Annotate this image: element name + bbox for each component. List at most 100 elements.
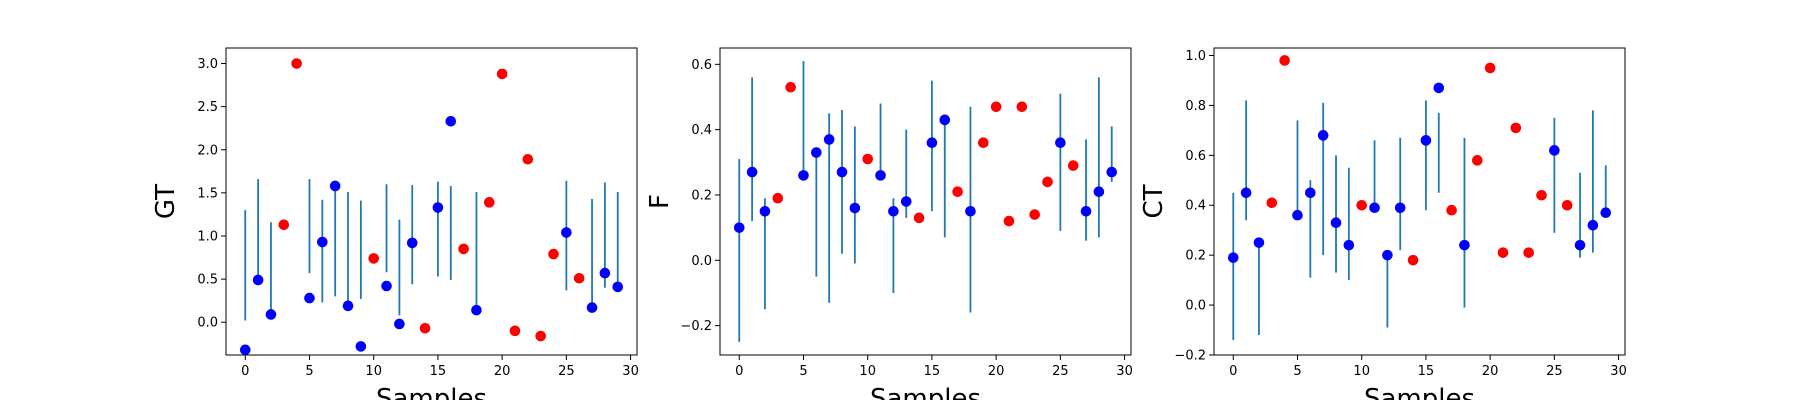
data-point-15	[1420, 135, 1432, 146]
data-point-28	[1093, 186, 1105, 198]
axes-frame	[1213, 47, 1626, 356]
data-point-5	[304, 292, 315, 304]
x-axis-label: Samples	[870, 384, 981, 400]
data-point-27	[586, 302, 598, 313]
data-point-23	[1523, 247, 1534, 258]
data-point-12	[394, 318, 405, 330]
data-point-6	[1305, 187, 1316, 199]
data-point-8	[342, 300, 354, 312]
data-point-15	[926, 137, 938, 149]
x-tick-label: 25	[558, 364, 575, 379]
y-tick-label: 1.0	[1185, 49, 1206, 64]
data-point-14	[419, 322, 431, 334]
data-point-23	[535, 330, 546, 342]
x-tick-label: 0	[735, 364, 743, 379]
data-point-27	[1574, 239, 1586, 251]
data-point-2	[265, 309, 277, 320]
data-point-19	[483, 197, 495, 208]
y-tick-label: −0.2	[680, 319, 712, 334]
y-tick-label: 0.2	[1185, 249, 1206, 264]
data-point-4	[1279, 55, 1290, 66]
x-tick-label: 10	[365, 364, 382, 379]
data-point-7	[1317, 130, 1329, 141]
data-point-24	[1536, 189, 1547, 201]
data-point-6	[811, 147, 822, 158]
x-tick-label: 20	[1482, 364, 1499, 379]
axes-frame	[225, 47, 638, 356]
data-point-10	[862, 153, 874, 165]
data-point-9	[849, 202, 861, 214]
data-point-20	[496, 68, 508, 80]
data-point-26	[1067, 160, 1079, 171]
y-tick-label: 2.5	[197, 100, 218, 115]
data-point-13	[406, 237, 418, 249]
data-point-3	[1266, 197, 1278, 209]
x-tick-label: 15	[430, 364, 447, 379]
data-point-3	[278, 219, 290, 231]
data-point-24	[1042, 176, 1053, 188]
data-point-22	[1510, 122, 1522, 134]
x-tick-label: 30	[622, 364, 639, 379]
data-point-15	[432, 202, 444, 213]
data-point-11	[1369, 202, 1380, 214]
data-point-23	[1029, 209, 1040, 220]
data-point-21	[1003, 215, 1015, 227]
data-point-21	[1497, 247, 1509, 258]
data-point-10	[368, 253, 380, 264]
data-point-25	[1055, 137, 1066, 149]
x-tick-label: 5	[799, 364, 807, 379]
data-point-3	[772, 192, 784, 204]
data-point-26	[1561, 199, 1573, 211]
data-point-0	[239, 344, 251, 356]
data-point-13	[1394, 202, 1406, 214]
data-point-27	[1080, 205, 1092, 217]
y-tick-label: 0.2	[691, 188, 712, 203]
x-tick-label: 5	[1293, 364, 1301, 379]
data-point-16	[445, 116, 457, 127]
y-tick-label: 0.0	[1185, 299, 1206, 314]
data-point-5	[1292, 209, 1303, 221]
data-point-17	[458, 243, 469, 255]
data-point-25	[1549, 145, 1560, 156]
data-point-9	[355, 341, 367, 352]
x-tick-label: 0	[1229, 364, 1237, 379]
data-point-24	[548, 248, 559, 260]
data-point-26	[573, 272, 585, 284]
x-tick-label: 15	[924, 364, 941, 379]
data-point-22	[522, 153, 534, 165]
x-axis-label: Samples	[376, 384, 487, 400]
data-point-8	[836, 166, 848, 178]
x-tick-label: 25	[1052, 364, 1069, 379]
chart-panel-gt: 0 5 10 15 20 25 30 0.0 0.5 1.0 1.5 2.0 2.5 3.0 GT Sampl…	[151, 47, 639, 400]
data-point-18	[471, 304, 482, 316]
data-point-29	[1106, 166, 1118, 178]
y-axis-label: F	[645, 194, 675, 209]
data-point-29	[1600, 207, 1612, 219]
data-point-1	[252, 274, 264, 286]
y-tick-label: 0.4	[1185, 199, 1206, 214]
data-point-16	[1433, 82, 1445, 94]
data-point-12	[888, 205, 899, 217]
x-tick-label: 30	[1116, 364, 1133, 379]
data-point-18	[1459, 239, 1470, 251]
data-point-2	[1253, 237, 1265, 248]
data-point-2	[759, 205, 771, 217]
y-tick-label: 0.6	[691, 58, 712, 73]
data-point-17	[1446, 204, 1457, 216]
data-point-1	[1240, 187, 1252, 199]
data-point-5	[798, 170, 809, 181]
data-point-14	[913, 212, 925, 224]
y-tick-label: 0.0	[197, 316, 218, 331]
data-point-21	[509, 325, 521, 337]
data-point-1	[746, 166, 758, 178]
data-point-16	[939, 114, 951, 126]
x-tick-label: 30	[1610, 364, 1627, 379]
y-tick-label: 0.6	[1185, 149, 1206, 164]
data-point-0	[1227, 252, 1239, 263]
data-point-28	[1587, 219, 1599, 231]
x-tick-label: 10	[1353, 364, 1370, 379]
data-point-17	[952, 186, 963, 198]
y-axis-label: GT	[151, 184, 181, 219]
data-point-14	[1407, 254, 1419, 266]
